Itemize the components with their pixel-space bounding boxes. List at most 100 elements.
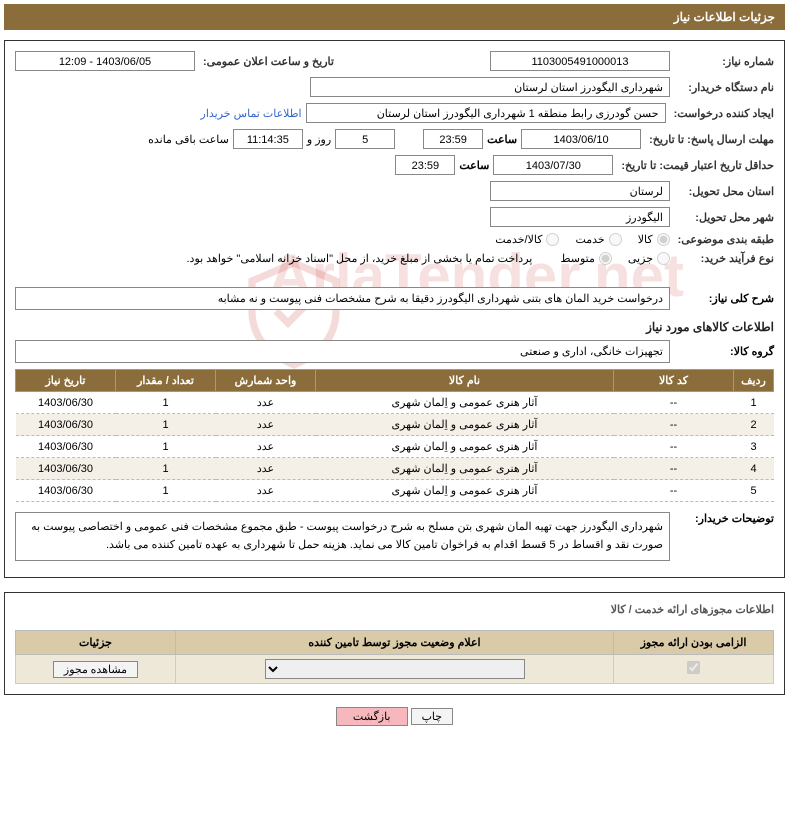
radio-partial[interactable]	[657, 252, 670, 265]
validity-time: 23:59	[395, 155, 455, 175]
radio-service-label: خدمت	[575, 233, 604, 246]
province-label: استان محل تحویل:	[674, 185, 774, 198]
days-remaining: 5	[335, 129, 395, 149]
radio-goods[interactable]	[657, 233, 670, 246]
status-select[interactable]	[265, 659, 525, 679]
cell-date: 1403/06/30	[16, 458, 116, 480]
cell-qty: 1	[116, 436, 216, 458]
radio-goods-label: کالا	[638, 233, 653, 246]
license-row: مشاهده مجوز	[16, 655, 774, 684]
cell-name: آثار هنری عمومی و اِلمان شهری	[316, 414, 614, 436]
cell-name: آثار هنری عمومی و اِلمان شهری	[316, 458, 614, 480]
cell-unit: عدد	[216, 414, 316, 436]
buyer-contact-link[interactable]: اطلاعات تماس خریدار	[201, 107, 302, 120]
radio-medium-label: متوسط	[560, 252, 595, 265]
page-header: جزئیات اطلاعات نیاز	[4, 4, 785, 30]
cell-qty: 1	[116, 414, 216, 436]
radio-both[interactable]	[546, 233, 559, 246]
time-label-2: ساعت	[459, 159, 489, 172]
th-unit: واحد شمارش	[216, 370, 316, 392]
license-table: الزامی بودن ارائه مجوز اعلام وضعیت مجوز …	[15, 630, 774, 684]
cell-name: آثار هنری عمومی و اِلمان شهری	[316, 436, 614, 458]
remain-suffix: ساعت باقی مانده	[148, 133, 229, 146]
cell-row: 4	[734, 458, 774, 480]
cell-qty: 1	[116, 392, 216, 414]
th-row: ردیف	[734, 370, 774, 392]
goods-info-title: اطلاعات کالاهای مورد نیاز	[15, 320, 774, 334]
cell-code: --	[614, 392, 734, 414]
th-qty: تعداد / مقدار	[116, 370, 216, 392]
table-row: 4--آثار هنری عمومی و اِلمان شهریعدد11403…	[16, 458, 774, 480]
payment-note: پرداخت تمام یا بخشی از مبلغ خرید، از محل…	[187, 252, 533, 265]
th-mandatory: الزامی بودن ارائه مجوز	[614, 631, 774, 655]
validity-label: حداقل تاریخ اعتبار قیمت: تا تاریخ:	[617, 159, 774, 172]
cell-code: --	[614, 458, 734, 480]
province-value: لرستان	[490, 181, 670, 201]
cell-unit: عدد	[216, 480, 316, 502]
cell-date: 1403/06/30	[16, 392, 116, 414]
validity-date: 1403/07/30	[493, 155, 613, 175]
view-license-button[interactable]: مشاهده مجوز	[53, 661, 138, 678]
cell-unit: عدد	[216, 436, 316, 458]
buyer-org-value: شهرداری الیگودرز استان لرستان	[310, 77, 670, 97]
table-row: 3--آثار هنری عمومی و اِلمان شهریعدد11403…	[16, 436, 774, 458]
main-panel: ArlaTender.net شماره نیاز: 1103005491000…	[4, 40, 785, 578]
deadline-label: مهلت ارسال پاسخ: تا تاریخ:	[645, 133, 774, 146]
hours-remaining: 11:14:35	[233, 129, 303, 149]
table-row: 1--آثار هنری عمومی و اِلمان شهریعدد11403…	[16, 392, 774, 414]
th-details: جزئیات	[16, 631, 176, 655]
th-code: کد کالا	[614, 370, 734, 392]
footer-buttons: چاپ بازگشت	[4, 707, 785, 726]
cell-name: آثار هنری عمومی و اِلمان شهری	[316, 480, 614, 502]
buyer-notes-label: توضیحات خریدار:	[674, 512, 774, 525]
announce-value: 1403/06/05 - 12:09	[15, 51, 195, 71]
print-button[interactable]: چاپ	[411, 708, 454, 725]
th-status: اعلام وضعیت مجوز توسط تامین کننده	[176, 631, 614, 655]
deadline-date: 1403/06/10	[521, 129, 641, 149]
cell-date: 1403/06/30	[16, 414, 116, 436]
cell-code: --	[614, 414, 734, 436]
radio-both-label: کالا/خدمت	[495, 233, 542, 246]
need-no-label: شماره نیاز:	[674, 55, 774, 68]
radio-service[interactable]	[609, 233, 622, 246]
deadline-time: 23:59	[423, 129, 483, 149]
cell-code: --	[614, 436, 734, 458]
th-name: نام کالا	[316, 370, 614, 392]
announce-label: تاریخ و ساعت اعلان عمومی:	[199, 55, 334, 68]
city-value: الیگودرز	[490, 207, 670, 227]
cell-row: 3	[734, 436, 774, 458]
cell-unit: عدد	[216, 392, 316, 414]
subject-class-group: کالا خدمت کالا/خدمت	[495, 233, 669, 246]
cell-name: آثار هنری عمومی و اِلمان شهری	[316, 392, 614, 414]
group-label: گروه کالا:	[674, 345, 774, 358]
th-date: تاریخ نیاز	[16, 370, 116, 392]
days-and-label: روز و	[307, 133, 331, 146]
cell-qty: 1	[116, 480, 216, 502]
cell-row: 5	[734, 480, 774, 502]
table-row: 5--آثار هنری عمومی و اِلمان شهریعدد11403…	[16, 480, 774, 502]
summary-value: درخواست خرید المان های بتنی شهرداری الیگ…	[15, 287, 670, 310]
city-label: شهر محل تحویل:	[674, 211, 774, 224]
table-row: 2--آثار هنری عمومی و اِلمان شهریعدد11403…	[16, 414, 774, 436]
cell-qty: 1	[116, 458, 216, 480]
need-no-value: 1103005491000013	[490, 51, 670, 71]
cell-date: 1403/06/30	[16, 480, 116, 502]
license-panel: اطلاعات مجوزهای ارائه خدمت / کالا الزامی…	[4, 592, 785, 695]
radio-medium[interactable]	[599, 252, 612, 265]
group-value: تجهیزات خانگی، اداری و صنعتی	[15, 340, 670, 363]
requester-label: ایجاد کننده درخواست:	[670, 107, 774, 120]
buyer-notes-value: شهرداری الیگودرز جهت تهیه المان شهری بتن…	[15, 512, 670, 561]
cell-date: 1403/06/30	[16, 436, 116, 458]
cell-unit: عدد	[216, 458, 316, 480]
back-button[interactable]: بازگشت	[336, 707, 408, 726]
cell-row: 1	[734, 392, 774, 414]
cell-row: 2	[734, 414, 774, 436]
buy-type-label: نوع فرآیند خرید:	[674, 252, 774, 265]
goods-table: ردیف کد کالا نام کالا واحد شمارش تعداد /…	[15, 369, 774, 502]
summary-label: شرح کلی نیاز:	[674, 292, 774, 305]
buy-type-group: جزیی متوسط	[560, 252, 670, 265]
cell-code: --	[614, 480, 734, 502]
time-label-1: ساعت	[487, 133, 517, 146]
subject-class-label: طبقه بندی موضوعی:	[674, 233, 774, 246]
mandatory-checkbox[interactable]	[687, 661, 700, 674]
